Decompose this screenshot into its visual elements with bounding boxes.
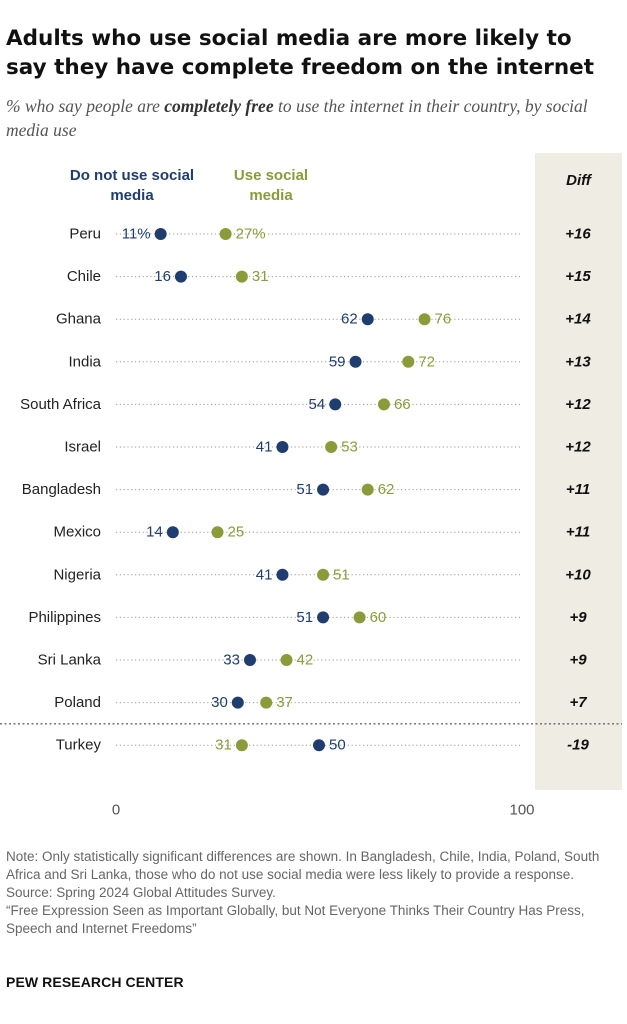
dot-users [280, 654, 293, 666]
value-label-non-users: 51 [296, 609, 313, 626]
diff-value: +14 [565, 311, 591, 328]
value-label-non-users: 62 [341, 311, 358, 328]
subtitle-tail: to use the internet in their country, by… [6, 96, 588, 140]
subtitle-emphasis: completely free [164, 96, 274, 116]
dot-users [211, 526, 224, 539]
chart-subtitle: % who say people are completely free to … [6, 94, 621, 142]
diff-value: +12 [565, 396, 591, 413]
dot-users [377, 398, 390, 411]
dot-non-users [313, 739, 325, 752]
value-label-users: 31 [252, 268, 269, 285]
country-label: Mexico [53, 524, 101, 541]
diff-column-band [535, 153, 622, 790]
diff-value: +13 [565, 353, 591, 370]
diff-value: +9 [569, 652, 587, 669]
value-label-non-users: 54 [309, 396, 326, 413]
dot-non-users [317, 483, 330, 496]
value-label-non-users: 41 [256, 439, 273, 456]
value-label-non-users: 50 [329, 737, 346, 754]
value-label-non-users: 33 [223, 652, 240, 669]
x-tick-label: 100 [509, 802, 534, 819]
diff-value: +11 [566, 481, 590, 498]
diff-value: +10 [565, 566, 591, 583]
chart-title: Adults who use social media are more lik… [6, 26, 594, 80]
dot-non-users [231, 696, 244, 709]
source-text: Source: Spring 2024 Global Attitudes Sur… [6, 885, 276, 900]
value-label-users: 66 [394, 396, 411, 413]
value-label-users: 27% [236, 226, 266, 243]
dot-non-users [329, 398, 342, 411]
value-label-non-users: 30 [211, 694, 228, 711]
report-title: “Free Expression Seen as Important Globa… [6, 903, 585, 936]
value-label-non-users: 16 [154, 268, 171, 285]
dot-users [235, 270, 248, 283]
dot-users [325, 441, 338, 453]
dot-users [361, 483, 374, 496]
diff-column-header: Diff [566, 172, 591, 189]
value-label-users: 42 [297, 652, 314, 669]
dot-non-users [317, 611, 330, 624]
diff-value: +16 [565, 226, 591, 243]
dot-non-users [276, 441, 289, 453]
x-tick-label: 0 [112, 802, 120, 819]
value-label-users: 37 [276, 694, 293, 711]
diff-value: +11 [566, 524, 590, 541]
dot-users [402, 355, 415, 368]
country-label: Chile [67, 268, 101, 285]
country-label: South Africa [20, 396, 102, 413]
diff-value: +15 [565, 268, 591, 285]
dot-non-users [361, 313, 374, 326]
country-label: Philippines [28, 609, 101, 626]
legend-users: Use social media [233, 167, 309, 204]
dot-users [418, 313, 431, 326]
dot-non-users [243, 654, 256, 666]
country-label: Sri Lanka [38, 652, 102, 669]
country-label: Nigeria [53, 566, 101, 583]
value-label-users: 53 [341, 439, 358, 456]
value-label-non-users: 41 [256, 566, 273, 583]
footnotes: Note: Only statistically significant dif… [6, 848, 618, 938]
value-label-users: 51 [333, 566, 350, 583]
dot-users [219, 228, 232, 240]
country-label: Poland [54, 694, 101, 711]
dot-users [235, 739, 248, 752]
diff-value: +12 [565, 439, 591, 456]
value-label-non-users: 11% [122, 226, 151, 243]
country-label: Bangladesh [22, 481, 101, 498]
value-label-users: 31 [215, 737, 232, 754]
value-label-users: 76 [435, 311, 452, 328]
note-text: Note: Only statistically significant dif… [6, 849, 600, 882]
dot-non-users [154, 228, 167, 240]
country-label: Turkey [56, 737, 102, 754]
subtitle-lead: % who say people are [6, 96, 165, 116]
value-label-users: 25 [228, 524, 245, 541]
country-label: India [68, 353, 101, 370]
value-label-non-users: 51 [296, 481, 313, 498]
country-label: Peru [69, 226, 101, 243]
diff-value: -19 [567, 737, 589, 754]
dot-users [317, 568, 330, 581]
country-label: Ghana [56, 311, 102, 328]
brand-logo-text: PEW RESEARCH CENTER [6, 974, 184, 990]
diff-value: +9 [569, 609, 587, 626]
dot-non-users [166, 526, 179, 539]
dot-non-users [349, 355, 362, 368]
value-label-non-users: 59 [329, 353, 346, 370]
value-label-users: 62 [378, 481, 395, 498]
dot-users [260, 696, 273, 709]
dot-plot: Peru 11% 27% +16 Chile 16 31 +15 Ghana 62 76 +14 Ind… [0, 226, 622, 819]
value-label-users: 60 [370, 609, 387, 626]
value-label-non-users: 14 [146, 524, 163, 541]
dot-non-users [276, 568, 289, 581]
dot-non-users [174, 270, 187, 283]
value-label-users: 72 [418, 353, 435, 370]
diff-value: +7 [569, 694, 587, 711]
dot-users [353, 611, 366, 624]
legend-non-users: Do not use social media [69, 167, 195, 204]
country-label: Israel [64, 439, 101, 456]
